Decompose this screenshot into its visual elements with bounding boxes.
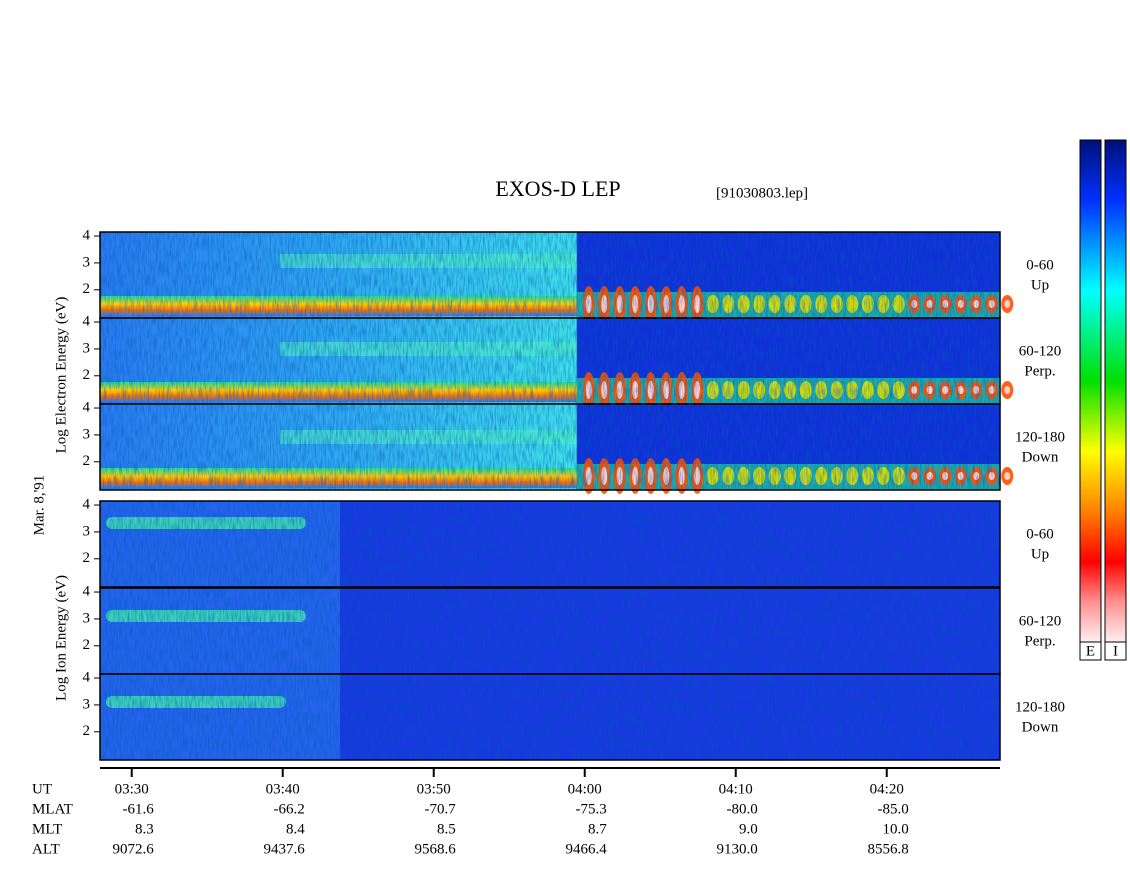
y-tick-label: 4 (83, 496, 91, 512)
file-name: [91030803.lep] (716, 185, 808, 201)
panel-angle: 120-180 (1015, 429, 1065, 445)
row-value: 9072.6 (112, 841, 154, 857)
spectrogram (100, 318, 1000, 404)
row-value: 8.5 (437, 821, 456, 837)
x-tick-label: 03:30 (115, 781, 149, 797)
row-value: 9437.6 (263, 841, 305, 857)
panel-direction: Perp. (1024, 363, 1055, 379)
y-tick-label: 2 (83, 453, 91, 469)
x-tick-label: 04:10 (719, 781, 753, 797)
y-tick-label: 2 (83, 723, 91, 739)
plot-area: 2 3 4 0-60 Up 2 3 4 60-120 Perp. 2 3 4 120-180 Down Log… (32, 139, 1127, 857)
row-value: -70.7 (424, 801, 456, 817)
row-value: -85.0 (877, 801, 908, 817)
y-tick-label: 2 (83, 550, 91, 566)
panel-frame (99, 403, 1001, 491)
panel-angle: 120-180 (1015, 699, 1065, 715)
panel-angle: 0-60 (1026, 526, 1054, 542)
x-tick-label: 03:50 (417, 781, 451, 797)
row-value: 9130.0 (716, 841, 757, 857)
panel-direction: Down (1022, 449, 1059, 465)
y-tick-label: 4 (83, 227, 91, 243)
x-tick-label: 04:00 (568, 781, 602, 797)
row-value: 8.7 (588, 821, 607, 837)
row-label: MLT (32, 821, 62, 837)
panel-angle: 0-60 (1026, 257, 1054, 273)
y-tick-label: 2 (83, 637, 91, 653)
y-tick-label: 4 (83, 583, 91, 599)
colorbar-label: E (1086, 643, 1095, 659)
colorbar-label-box (1079, 641, 1102, 661)
row-value: 9466.4 (565, 841, 607, 857)
row-value: -61.6 (122, 801, 154, 817)
panel-angle: 60-120 (1019, 343, 1062, 359)
y-tick-label: 4 (83, 313, 91, 329)
spectrogram (1004, 472, 1011, 480)
x-tick-label: 04:20 (870, 781, 904, 797)
y-tick-label: 3 (83, 610, 91, 626)
y-tick-label: 4 (83, 399, 91, 415)
row-value: 8.3 (135, 821, 154, 837)
y-tick-label: 3 (83, 340, 91, 356)
spectrogram (1004, 386, 1011, 394)
y-axis-label: Log Electron Energy (eV) (53, 297, 69, 454)
y-tick-label: 2 (83, 281, 91, 297)
panel-frame (99, 500, 1001, 588)
spectrogram (1004, 300, 1011, 308)
panel-angle: 60-120 (1019, 613, 1062, 629)
y-tick-label: 3 (83, 426, 91, 442)
panel-direction: Perp. (1024, 633, 1055, 649)
y-tick-label: 2 (83, 367, 91, 383)
row-value: -75.3 (575, 801, 606, 817)
panel-direction: Up (1031, 546, 1049, 562)
x-tick-label: 03:40 (266, 781, 300, 797)
panel-direction: Up (1031, 277, 1049, 293)
y-tick-label: 3 (83, 696, 91, 712)
row-value: 9.0 (739, 821, 758, 837)
panel-direction: Down (1022, 719, 1059, 735)
colorbar-label-box (1104, 641, 1127, 661)
spectrogram (100, 588, 1000, 674)
row-value: -66.2 (273, 801, 304, 817)
row-value: 8.4 (286, 821, 305, 837)
date: Mar. 8,'91 (31, 475, 47, 536)
colorbar (1104, 139, 1127, 643)
spectrogram (100, 501, 1000, 587)
spectrogram (100, 674, 1000, 760)
y-tick-label: 3 (83, 523, 91, 539)
y-tick-label: 3 (83, 254, 91, 270)
spectrogram (100, 404, 1000, 490)
row-label: ALT (32, 841, 60, 857)
row-value: 10.0 (882, 821, 908, 837)
panel-frame (99, 673, 1001, 761)
colorbar-label: I (1113, 643, 1118, 659)
y-axis-label: Log Ion Energy (eV) (53, 575, 69, 701)
title: EXOS-D LEP (495, 176, 620, 201)
row-label: UT (32, 781, 52, 797)
spectrogram (100, 232, 1000, 318)
row-value: 9568.6 (414, 841, 456, 857)
row-label: MLAT (32, 801, 73, 817)
row-value: 8556.8 (867, 841, 908, 857)
row-value: -80.0 (726, 801, 757, 817)
colorbar (1079, 139, 1102, 643)
y-tick-label: 4 (83, 669, 91, 685)
